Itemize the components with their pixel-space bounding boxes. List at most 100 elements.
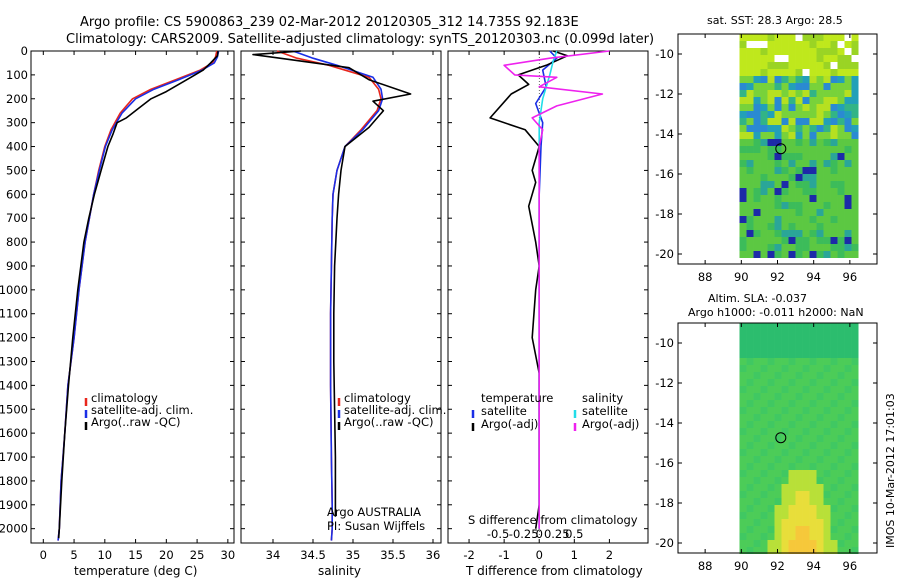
sla-cell [830,484,838,491]
sla-cell [774,484,782,491]
sla-cell [774,505,782,512]
sst-cell [837,181,845,188]
sla-cell [774,477,782,484]
sla-cell [851,477,859,484]
sla-cell [802,449,810,456]
sst-cell [767,146,775,153]
sla-cell [760,533,768,540]
sla-cell [851,449,859,456]
sst-cell [739,76,747,83]
sla-cell [802,470,810,477]
sla-cell [816,498,824,505]
sst-cell [844,90,852,97]
sst-cell [830,244,838,251]
sst-cell [781,125,789,132]
sst-cell [795,188,803,195]
sst-cell [830,188,838,195]
sst-cell [760,216,768,223]
sla-cell [851,351,859,358]
sst-cell [746,209,754,216]
sla-cell [767,540,775,547]
sst-cell [788,209,796,216]
sst-cell [781,160,789,167]
sst-cell [851,160,859,167]
sst-cell [823,174,831,181]
sla-cell [767,519,775,526]
sla-cell [837,365,845,372]
argo-position-marker [775,432,787,444]
sla-map: Altim. SLA: -0.037 Argo h1000: -0.011 h2… [655,292,878,573]
sst-cell [774,125,782,132]
sst-cell [795,223,803,230]
sla-cell [802,372,810,379]
sla-cell [844,400,852,407]
sla-cell [746,421,754,428]
sla-cell [844,442,852,449]
sla-cell [767,435,775,442]
difference-panel-frame [447,50,649,544]
sla-cell [788,456,796,463]
sla-cell [809,407,817,414]
sla-cell [760,498,768,505]
sst-cell [844,97,852,104]
sst-cell [774,146,782,153]
sst-cell [837,251,845,258]
sla-cell [851,344,859,351]
sst-cell [837,209,845,216]
sst-cell [830,223,838,230]
x-tick-label: 15 [128,548,143,562]
sst-cell [746,244,754,251]
sst-cell [802,153,810,160]
difference-legend: temperature salinity satellite Argo(-adj… [471,391,639,431]
y-tick-label: 1800 [0,474,28,488]
sla-cell [830,512,838,519]
sst-cell [739,48,747,55]
sst-cell [816,230,824,237]
sst-cell [816,62,824,69]
sla-cell [753,470,761,477]
sla-cell [844,351,852,358]
sst-cell [746,125,754,132]
sst-cell [851,181,859,188]
sla-cell [851,379,859,386]
sla-cell [844,386,852,393]
sla-cell [830,393,838,400]
sla-cell [781,393,789,400]
sla-cell [837,393,845,400]
sla-cell [823,337,831,344]
sla-cell [823,484,831,491]
sla-cell [781,519,789,526]
sst-cell [809,244,817,251]
sst-cell [788,55,796,62]
sst-cell [837,146,845,153]
sla-cell [795,337,803,344]
sst-cell [823,125,831,132]
sla-cell [760,365,768,372]
sla-cell [753,428,761,435]
sla-cell [809,379,817,386]
sla-cell [788,414,796,421]
sst-cell [851,223,859,230]
sla-cell [767,470,775,477]
sla-cell [746,470,754,477]
sla-cell [753,414,761,421]
sla-cell [795,491,803,498]
sla-cell [781,456,789,463]
sla-cell [767,351,775,358]
sla-cell [851,358,859,365]
sla-cell [816,386,824,393]
sla-cell [837,407,845,414]
sla-cell [837,337,845,344]
sla-cell [809,519,817,526]
sst-cell [837,48,845,55]
map-y-tick-label: -16 [655,167,674,181]
sla-cell [788,470,796,477]
sla-cell [760,456,768,463]
sla-cell [781,484,789,491]
sla-cell [760,442,768,449]
sla-cell [823,442,831,449]
sla-cell [739,449,747,456]
sst-cell [802,41,810,48]
sst-cell [802,244,810,251]
argo-position-marker [775,143,787,155]
